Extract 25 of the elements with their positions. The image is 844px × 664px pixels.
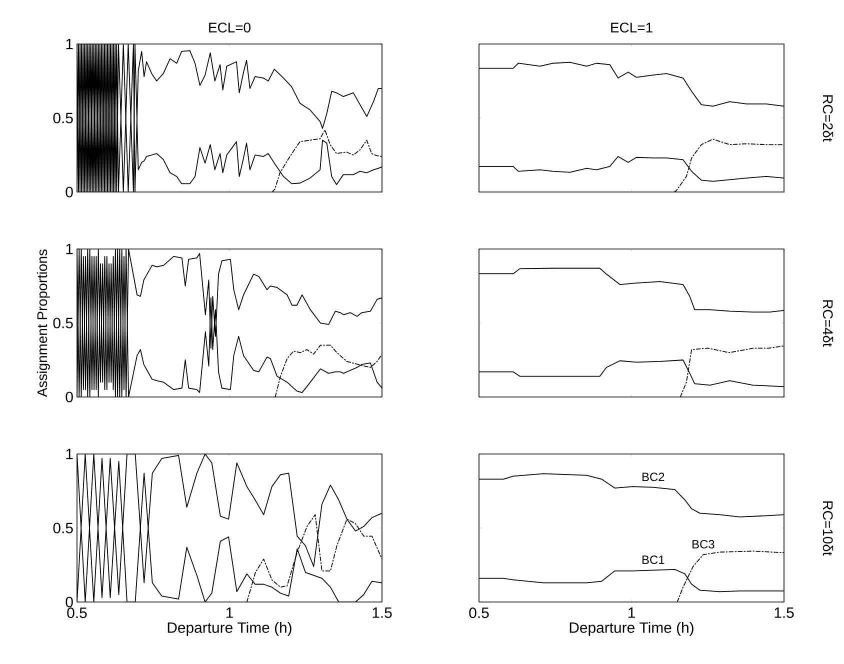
chart-title: ECL=0 xyxy=(209,22,250,33)
y2-axis-title: RC=10δt xyxy=(822,501,834,556)
y-tick-label: 0.5 xyxy=(53,318,73,328)
y-tick-label: 0.5 xyxy=(53,112,73,124)
y-tick-label: 1 xyxy=(66,448,73,460)
x-axis-title: Departure Time (h) xyxy=(570,622,694,636)
y-tick-label: 1 xyxy=(66,38,73,50)
y-tick-label: 0.5 xyxy=(53,522,73,534)
x-tick-label: 1.5 xyxy=(774,608,794,618)
y-tick-label: 0 xyxy=(66,392,73,402)
y-tick-label: 0 xyxy=(66,186,73,198)
y2-axis-title: RC=2δt xyxy=(822,95,834,142)
series-label: BC3 xyxy=(692,540,714,548)
x-tick-label: 1.5 xyxy=(372,608,392,618)
x-tick-label: 1 xyxy=(226,608,233,618)
y-tick-label: 0 xyxy=(66,596,73,608)
y2-axis-title: RC=4δt xyxy=(822,300,834,347)
x-axis-title: Departure Time (h) xyxy=(168,622,292,636)
series-label: BC1 xyxy=(642,556,664,564)
chart-title: ECL=1 xyxy=(611,22,652,33)
y-axis-title: Assignment Proportions xyxy=(36,250,50,398)
x-tick-label: 1 xyxy=(628,608,635,618)
series-label: BC2 xyxy=(642,472,664,482)
y-tick-label: 1 xyxy=(66,244,73,254)
x-tick-label: 0.5 xyxy=(469,608,489,618)
